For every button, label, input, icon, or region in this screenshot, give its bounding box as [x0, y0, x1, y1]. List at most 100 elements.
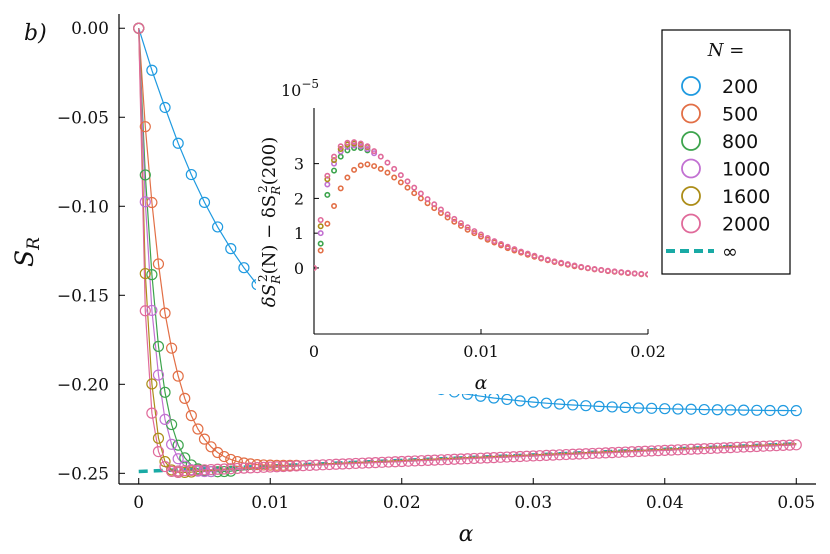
inset-series-800-point	[317, 240, 324, 247]
main-y-tick-label: −0.25	[57, 464, 109, 484]
inset-series-2000-point	[314, 264, 317, 271]
inset-series-2000-point	[511, 246, 518, 253]
inset-series-2000-point	[357, 140, 364, 147]
inset-series-500-point	[397, 179, 404, 186]
series-500-point	[146, 196, 158, 209]
series-500-point	[192, 423, 204, 435]
series-200-point	[593, 400, 605, 412]
series-2000-point	[711, 442, 723, 454]
series-2000-point	[382, 456, 395, 468]
series-2000-point	[225, 463, 237, 475]
inset-series-500-point	[324, 220, 331, 227]
inset-series-2000-point	[591, 265, 598, 272]
inset-x-tick-label: 0	[309, 342, 319, 361]
series-2000-point	[501, 451, 513, 463]
series-2000-point	[212, 463, 224, 475]
series-2000-point	[429, 454, 441, 466]
inset-series-2000-point	[404, 178, 411, 185]
series-800-point	[172, 439, 184, 451]
inset-series-1600-point	[331, 157, 338, 164]
series-2000-point	[442, 453, 454, 466]
inset-series-2000-point	[377, 153, 384, 160]
series-2000-point	[678, 443, 691, 456]
series-2000-point	[580, 448, 592, 460]
series-200-point	[711, 404, 723, 416]
inset-series-1000-point	[371, 150, 378, 157]
inset-series-2000-point	[411, 184, 418, 191]
legend-marker-500	[681, 103, 701, 124]
main-x-tick-label: 0.01	[251, 493, 289, 513]
svg-text:δSR2(N) − δSR2(200): δSR2(N) − δSR2(200)	[256, 137, 283, 307]
series-2000-point	[448, 453, 460, 465]
series-500-point	[166, 342, 178, 354]
series-200-point	[198, 196, 211, 208]
inset-series-2000-point	[584, 264, 591, 271]
series-500-point	[172, 370, 184, 382]
inset-x-tick-label: 0.02	[630, 342, 666, 361]
inset-y-label-sup2: 2	[256, 185, 270, 193]
series-2000-point	[409, 455, 421, 467]
inset-y-label-part3: (200)	[259, 137, 280, 185]
legend-box	[661, 29, 791, 275]
series-2000-point	[264, 461, 276, 473]
inset-series-2000-point	[624, 269, 631, 276]
series-2000-point	[343, 458, 355, 470]
legend-marker-1600	[681, 186, 701, 206]
legend-label-1600: 1600	[722, 186, 770, 208]
series-2000-point	[468, 452, 480, 465]
inset-series-500-point	[384, 169, 391, 176]
series-2000-point	[231, 462, 243, 475]
inset-series-500-point	[464, 226, 471, 233]
inset-series-2000-point	[518, 248, 525, 255]
series-200-point	[698, 403, 710, 416]
series-2000-point	[632, 445, 645, 458]
series-2000-point	[777, 439, 789, 451]
series-500-point	[179, 392, 191, 404]
series-200-point	[580, 400, 592, 412]
series-2000-point	[481, 452, 493, 464]
inset-y-label-part2: (N) − δS	[259, 195, 280, 275]
series-2000-point	[784, 439, 796, 451]
inset-series-2000-point	[317, 216, 324, 223]
main-markers	[133, 22, 802, 479]
series-2000-point	[698, 443, 710, 455]
inset-markers	[314, 139, 648, 278]
main-y-label-sub: R	[24, 237, 44, 251]
inset-series-2000-point	[578, 263, 585, 270]
series-1600-point	[139, 267, 151, 280]
inset-x-label: α	[475, 372, 488, 394]
series-2000-point	[573, 448, 585, 460]
inset-series-500-point	[444, 214, 451, 221]
series-2000-point	[613, 446, 625, 458]
legend-items: 200 500 800 1000 1600 2000 ∞	[666, 76, 770, 263]
series-2000-point	[738, 441, 750, 453]
series-2000-point	[514, 450, 526, 463]
inset-series-2000-point	[564, 261, 571, 268]
main-x-tick-label: 0.04	[646, 493, 684, 513]
series-2000-point	[402, 455, 414, 467]
inset-series-2000-point	[351, 139, 358, 146]
inset-series-2000-point	[337, 143, 344, 150]
inset-series-2000-point	[611, 268, 618, 275]
inset-series-2000-point	[331, 153, 338, 160]
series-2000-point	[284, 460, 296, 472]
legend-marker-1000	[681, 158, 701, 179]
series-2000-point	[606, 447, 618, 459]
series-500-point	[225, 453, 237, 466]
series-1000-point	[152, 369, 165, 381]
inset-series-2000-point	[618, 269, 625, 276]
legend: N = 200 500 800 1000 1600 2000 ∞	[661, 29, 791, 275]
series-2000-point	[507, 451, 520, 463]
legend-label-1000: 1000	[722, 159, 770, 181]
inset-series-2000-point	[558, 259, 565, 266]
inset-series-2000-point	[477, 231, 484, 238]
series-2000-point	[534, 450, 546, 462]
legend-marker-800	[681, 131, 701, 151]
inset-series-2000-point	[437, 206, 444, 213]
series-200-point	[632, 402, 645, 414]
main-x-label: α	[459, 522, 474, 547]
inset-y-label-sub2: R	[269, 186, 283, 196]
inset-series-500-point	[344, 174, 351, 181]
main-y-tick-label: −0.05	[57, 108, 109, 128]
